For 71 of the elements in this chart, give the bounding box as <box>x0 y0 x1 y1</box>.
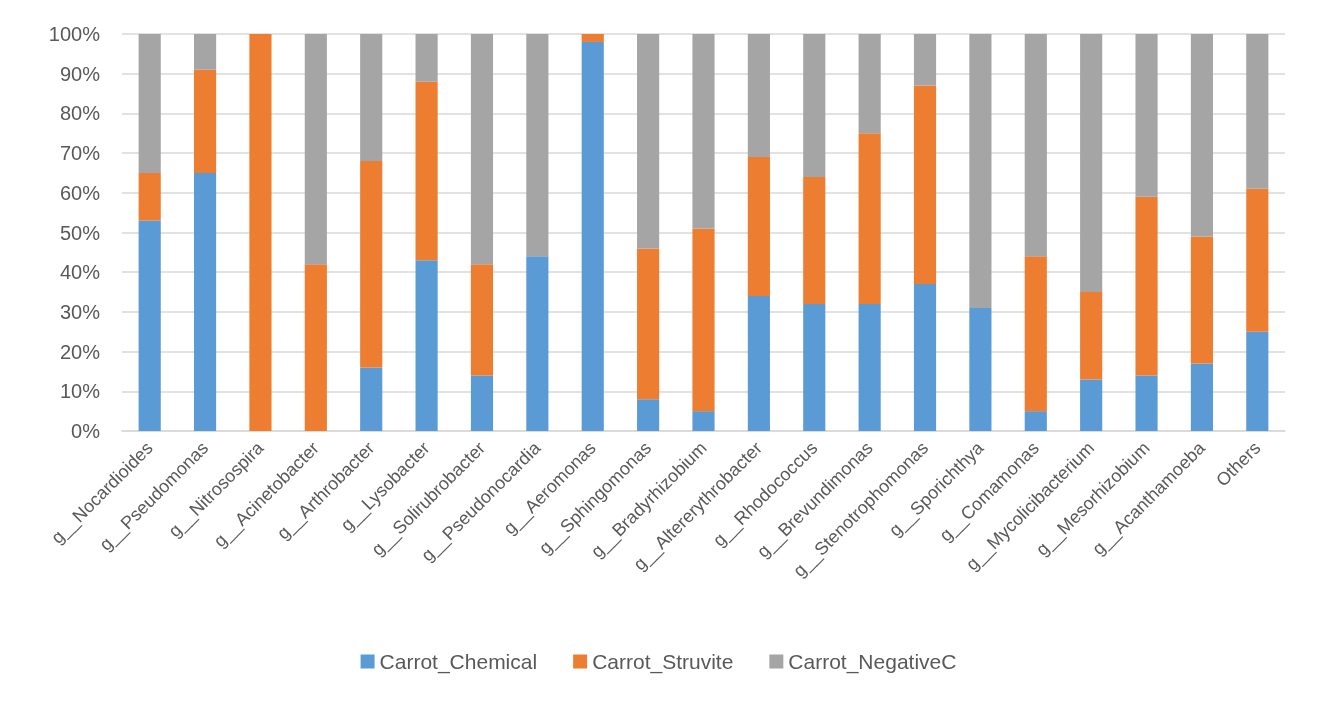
bar <box>1024 34 1047 257</box>
bar <box>470 34 494 265</box>
bar <box>1080 34 1103 293</box>
bar <box>747 157 770 297</box>
y-tick-label: 90% <box>59 62 101 85</box>
bar <box>803 303 826 431</box>
y-tick-label: 20% <box>59 340 101 363</box>
legend-label: Carrot_Chemical <box>379 650 538 674</box>
bar <box>1024 256 1047 412</box>
bar <box>1080 379 1103 431</box>
bar <box>803 34 826 177</box>
y-tick-label: 80% <box>59 102 101 125</box>
y-tick-label: 10% <box>59 380 101 403</box>
bar <box>692 228 715 412</box>
bar <box>1190 34 1213 237</box>
bar <box>1246 188 1269 332</box>
y-tick-label: 60% <box>59 181 101 204</box>
bar <box>858 303 881 431</box>
bar <box>470 264 494 376</box>
bar <box>1135 375 1158 431</box>
bar <box>1135 34 1158 197</box>
bar <box>138 172 161 221</box>
bar <box>526 34 549 257</box>
bar <box>194 34 217 70</box>
bar <box>1190 363 1213 431</box>
bar <box>1246 331 1269 431</box>
bar <box>138 220 161 431</box>
y-tick-label: 40% <box>59 261 101 284</box>
bar <box>1246 34 1269 189</box>
bar <box>138 34 161 173</box>
bar <box>913 34 937 86</box>
bar <box>360 34 383 162</box>
bar <box>1190 236 1213 364</box>
bar <box>581 34 604 42</box>
bar <box>581 41 604 431</box>
bar <box>747 296 770 431</box>
y-tick-label: 50% <box>59 221 101 244</box>
legend-label: Carrot_NegativeC <box>788 650 957 674</box>
bar <box>692 411 715 431</box>
bar <box>969 34 992 308</box>
bar <box>304 34 327 265</box>
bar <box>194 69 217 173</box>
bar <box>1135 196 1158 376</box>
bar <box>415 34 438 82</box>
bar <box>858 34 881 134</box>
bar <box>470 375 494 431</box>
bar <box>637 34 660 249</box>
y-tick-label: 30% <box>59 300 101 323</box>
bar <box>858 133 881 304</box>
bar <box>360 367 383 431</box>
bar <box>360 161 383 368</box>
bar <box>637 399 660 431</box>
bar <box>415 260 438 431</box>
bar <box>637 248 660 400</box>
bar <box>249 34 272 431</box>
bar <box>969 307 992 431</box>
bar <box>747 34 770 158</box>
y-tick-label: 100% <box>48 23 101 45</box>
bar <box>1080 292 1103 380</box>
y-tick-label: 0% <box>71 420 101 442</box>
bar <box>194 172 217 431</box>
legend-label: Carrot_Struvite <box>592 650 734 674</box>
bar <box>415 81 438 261</box>
bar <box>304 264 327 431</box>
y-tick-label: 70% <box>59 142 101 165</box>
bar <box>913 284 937 431</box>
bar <box>526 256 549 431</box>
bar <box>692 34 715 229</box>
bar <box>803 176 826 304</box>
bar <box>1024 411 1047 431</box>
bar <box>913 85 937 285</box>
